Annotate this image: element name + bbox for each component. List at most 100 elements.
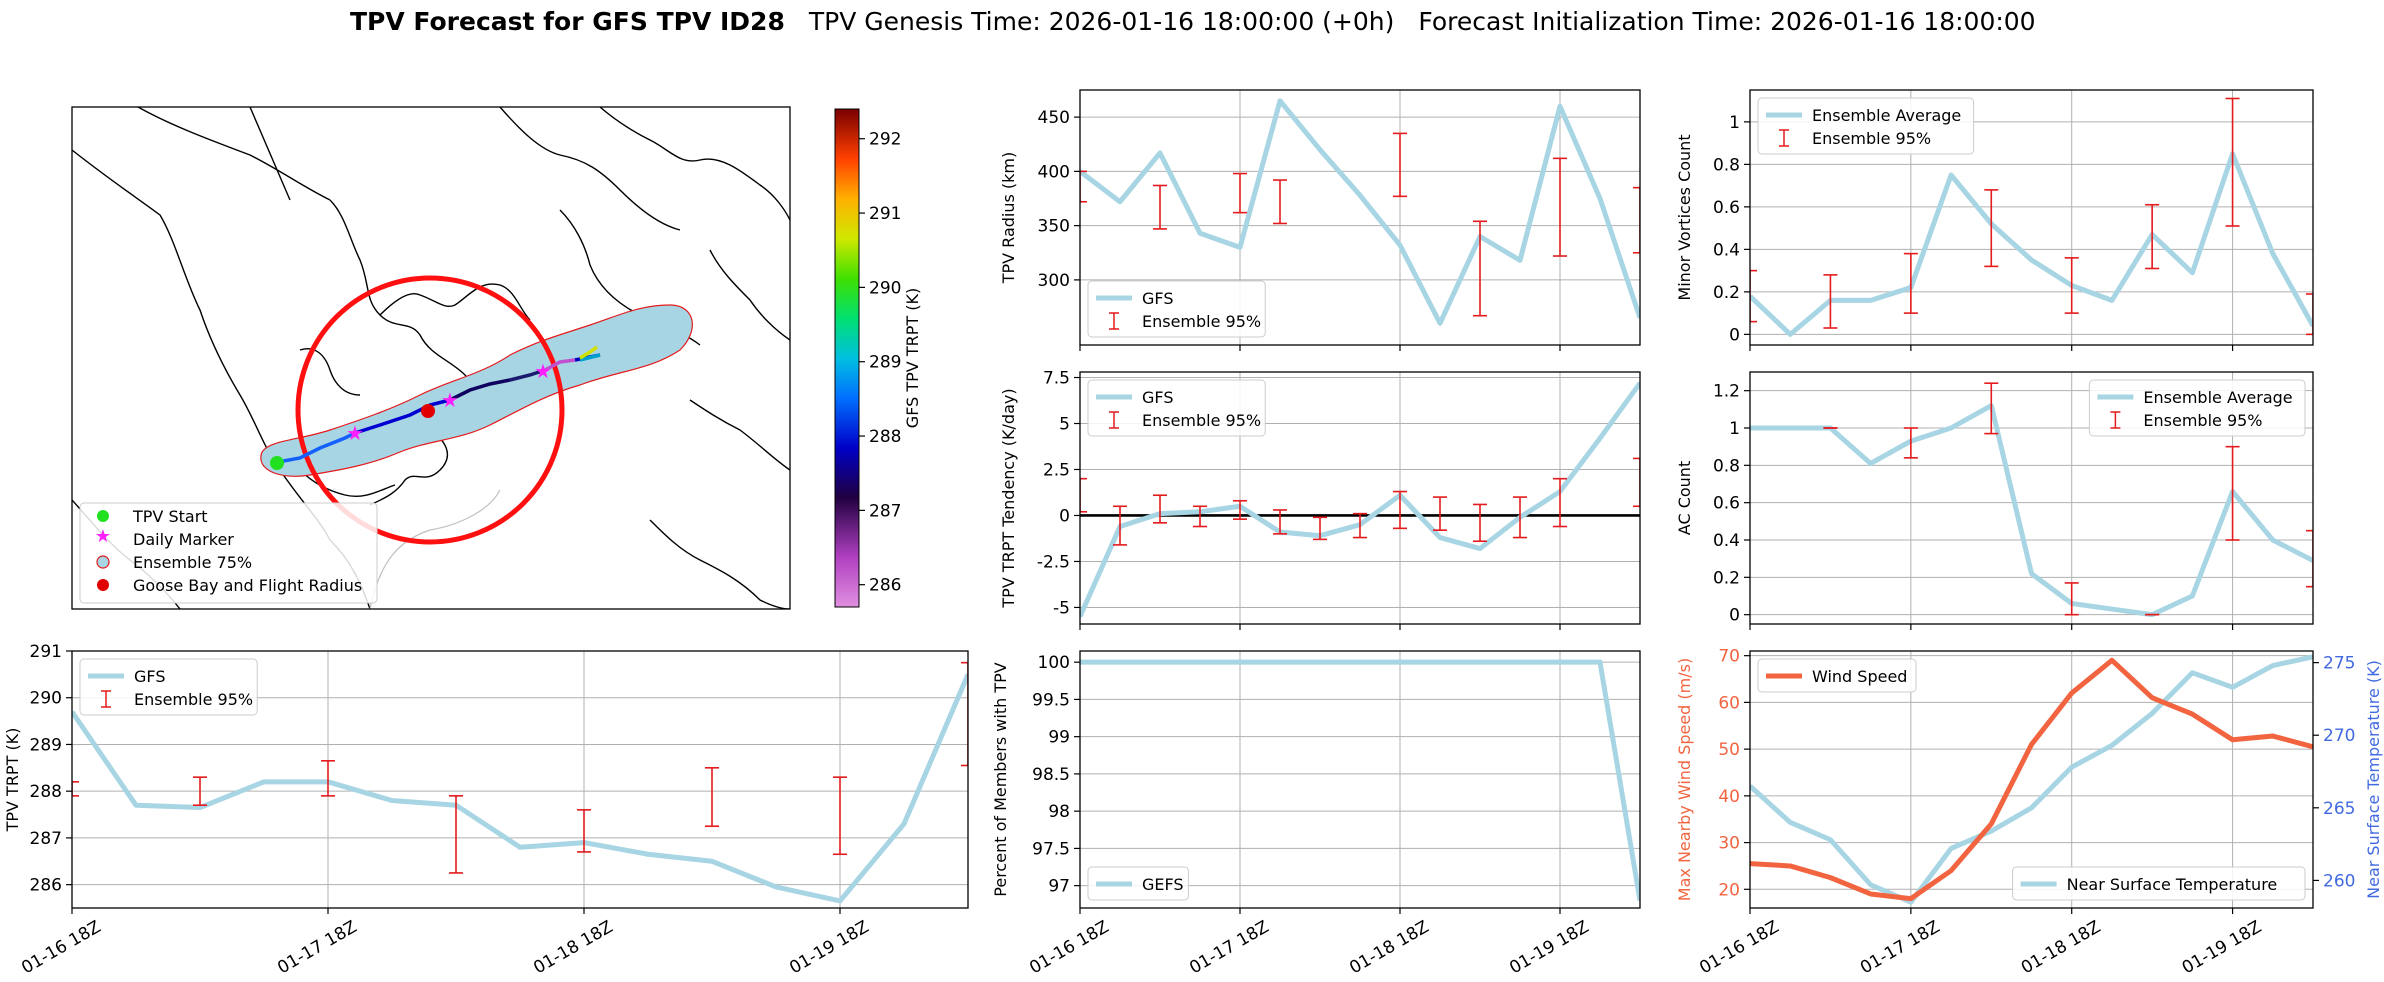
x-tick-label: 01-18 18Z [1346, 917, 1432, 978]
series-group [1080, 659, 1640, 901]
panel-frame [1749, 89, 2314, 346]
title-init: Forecast Initialization Time: 2026-01-16… [1418, 7, 2035, 36]
figure-title: TPV Forecast for GFS TPV ID28 TPV Genesis… [350, 7, 2036, 36]
panel-trpt: 286 287 288 289 290 291 01-16 18Z 01-17 18Z 01-1… [3, 642, 969, 978]
legend-box [79, 658, 258, 716]
y-tick-label: 0.6 [1713, 494, 1740, 514]
y-tick-label: 99 [1048, 728, 1070, 748]
ensemble-75-envelope [260, 304, 693, 477]
legend-box [1087, 866, 1189, 901]
y-tick-label: 20 [1718, 880, 1740, 900]
y-tick-label: 0.8 [1713, 155, 1740, 175]
y-axis-label: AC Count [1675, 461, 1694, 535]
y2-tick-label: 275 [2323, 654, 2355, 674]
legend-label: Ensemble 95% [1142, 411, 1261, 430]
y-tick-label: 0.6 [1713, 198, 1740, 218]
map-legend-item-2: Ensemble 75% [133, 553, 252, 572]
legend: Ensemble Average Ensemble 95% [2088, 379, 2306, 437]
legend-label: GFS [1142, 388, 1173, 407]
series-group [1750, 654, 2313, 905]
y-tick-label: 0.2 [1713, 283, 1740, 303]
panel-percent: 97 97.5 98 98.5 99 99.5 100 01-16 18Z 01-17 18Z 0… [991, 650, 1641, 978]
panel-frame [1749, 371, 2314, 625]
colorbar-tick-label: 289 [869, 353, 901, 373]
legend-box [2012, 866, 2306, 901]
y-tick-label: -5 [1053, 598, 1070, 618]
colorbar-tick-label: 287 [869, 501, 901, 521]
y-tick-label: 97 [1048, 877, 1070, 897]
legend-box [1757, 97, 1975, 155]
y-tick-label: 290 [30, 689, 62, 709]
panel-frame [1749, 650, 2314, 909]
legend-box [1087, 379, 1266, 437]
panel-ac: 00.20.40.60.811.2 Ensemble AverageEnsembl… [1675, 371, 2314, 630]
colorbar-tick-label: 292 [869, 130, 901, 150]
goose-bay-marker [421, 404, 435, 418]
colorbar-tick-label: 286 [869, 576, 901, 596]
y-tick-label: 98.5 [1032, 765, 1070, 785]
x-tick-label: 01-16 18Z [1026, 917, 1112, 978]
panel-wind_temp: 20 30 40 50 60 70 01-16 18Z 01-17 18Z 01-18 18Z 0… [1675, 647, 2383, 979]
y-axis-label: Minor Vortices Count [1675, 134, 1694, 300]
y-tick-label: 0 [1059, 506, 1070, 526]
legend: Near Surface Temperature [2012, 866, 2306, 901]
legend-label: Near Surface Temperature [2067, 875, 2278, 894]
y-tick-label: 97.5 [1032, 839, 1070, 859]
x-tick-label: 01-19 18Z [1506, 917, 1592, 978]
y-tick-label: 0 [1729, 325, 1740, 345]
legend: GEFS [1087, 866, 1189, 901]
goose-bay-flight-radius [295, 275, 565, 545]
x-tick-label: 01-16 18Z [18, 917, 104, 978]
x-tick-label: 01-17 18Z [274, 917, 360, 978]
map-legend: ★ TPV Start Daily Marker Ensemble 75% Go… [79, 502, 378, 604]
panel-minor: 0 0.2 0.4 0.6 0.8 1 Ensemble Average Ensemble 9… [1675, 89, 2314, 351]
y-tick-label: 400 [1038, 162, 1070, 182]
legend: Ensemble Average Ensemble 95% [1757, 97, 1975, 155]
legend-label: Ensemble 95% [2143, 411, 2262, 430]
daily-marker-2: ★ [441, 388, 459, 412]
map-frame [71, 106, 791, 610]
y-tick-label: 99.5 [1032, 690, 1070, 710]
y-tick-label: 291 [30, 642, 62, 662]
tpv-start-marker [270, 456, 284, 470]
series-line [1080, 659, 1640, 901]
y-tick-label: 1 [1729, 419, 1740, 439]
y-tick-label: 1 [1729, 113, 1740, 133]
daily-marker-1: ★ [346, 421, 364, 445]
y-tick-label: 70 [1718, 647, 1740, 667]
series-group [72, 661, 968, 904]
y2-tick-label: 260 [2323, 871, 2355, 891]
legend: Wind Speed [1757, 658, 1917, 693]
y-tick-label: 0.4 [1713, 240, 1740, 260]
y-axis-label: Max Nearby Wind Speed (m/s) [1675, 658, 1694, 901]
map-legend-item-0: TPV Start [132, 507, 208, 526]
y-axis-label: TPV TRPT Tendency (K/day) [999, 388, 1018, 608]
legend-label: GFS [134, 667, 165, 686]
y-tick-label: 300 [1038, 271, 1070, 291]
y-tick-label: 5 [1059, 415, 1070, 435]
map-panel: ★ ★ ★ ★ TPV Start Daily Marker Ensemble … [71, 106, 922, 610]
y-tick-label: 2.5 [1043, 460, 1070, 480]
y-tick-label: 286 [30, 876, 62, 896]
panel-frame [1079, 650, 1641, 909]
y-axis-label: TPV Radius (km) [999, 152, 1018, 285]
y-tick-label: 287 [30, 829, 62, 849]
x-tick-label: 01-17 18Z [1857, 917, 1943, 978]
y-tick-label: 0 [1729, 606, 1740, 626]
x-tick-label: 01-16 18Z [1696, 917, 1782, 978]
legend-box [2088, 379, 2306, 437]
tpv-track [277, 431, 356, 464]
series-line [1750, 151, 2313, 337]
y-tick-label: 30 [1718, 834, 1740, 854]
legend-label: Ensemble 95% [134, 690, 253, 709]
panel-radius: 300 350 400 450 GFS Ensemble 95% TPV Radius (k… [999, 89, 1641, 351]
legend-label: Ensemble 95% [1142, 312, 1261, 331]
title-genesis: TPV Genesis Time: 2026-01-16 18:00:00 (+… [808, 7, 1395, 36]
y2-axis-label: Near Surface Temperature (K) [2364, 660, 2383, 899]
y-tick-label: 7.5 [1043, 369, 1070, 389]
y-axis-label: TPV TRPT (K) [3, 728, 22, 833]
y-tick-label: 0.4 [1713, 531, 1740, 551]
legend-box [1087, 280, 1266, 338]
colorbar-tick-label: 290 [869, 278, 901, 298]
